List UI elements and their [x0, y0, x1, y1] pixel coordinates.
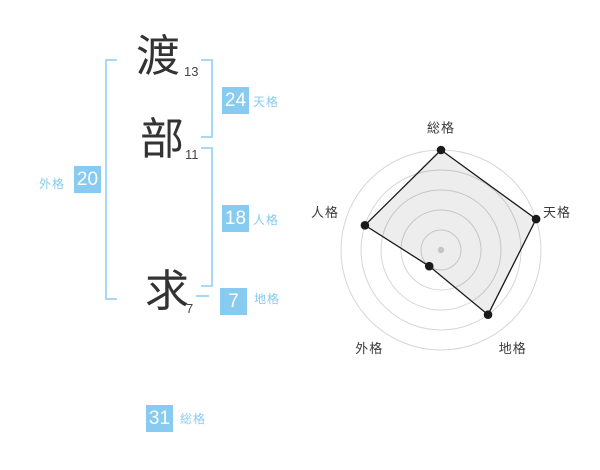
stroke-count: 13	[184, 64, 199, 79]
jinkaku-label: 人格	[253, 213, 280, 227]
jinkaku-value-badge: 18	[222, 205, 249, 232]
stroke-count: 11	[185, 147, 199, 162]
gaikaku-value-badge: 20	[74, 166, 101, 193]
radar-data-point	[360, 220, 370, 230]
radar-grid-ring	[420, 229, 462, 271]
chikaku-value-badge: 7	[220, 288, 247, 315]
tenkaku-label: 天格	[253, 95, 280, 109]
radar-axis-label: 天格	[543, 205, 571, 220]
tenkaku-value-badge: 24	[222, 87, 249, 114]
chikaku-label: 地格	[254, 292, 281, 306]
name-char: 部	[140, 115, 184, 164]
radar-data-point	[531, 214, 541, 224]
soukaku-label: 総格	[180, 412, 207, 426]
radar-axis-label: 地格	[499, 341, 527, 356]
tenkaku-bracket	[201, 59, 213, 138]
jinkaku-bracket	[201, 147, 213, 287]
radar-data-point	[424, 261, 434, 271]
gaikaku-bracket	[105, 59, 117, 300]
radar-axis-label: 総格	[427, 121, 455, 136]
soukaku-value-badge: 31	[146, 405, 173, 432]
chikaku-bracket	[196, 295, 209, 297]
gaikaku-label: 外格	[38, 177, 65, 191]
radar-axis-label: 人格	[311, 205, 339, 220]
radar-grid-ring	[380, 189, 502, 311]
radar-data-point	[436, 145, 446, 155]
name-char: 求	[145, 267, 189, 316]
radar-data-point	[483, 310, 493, 320]
radar-grid-ring	[400, 209, 482, 291]
name-char: 渡	[136, 32, 180, 81]
radar-axis-label: 外格	[355, 341, 383, 356]
stroke-count: 7	[186, 301, 194, 316]
radar-center-dot	[437, 246, 445, 254]
radar-data-polygon	[363, 149, 537, 316]
